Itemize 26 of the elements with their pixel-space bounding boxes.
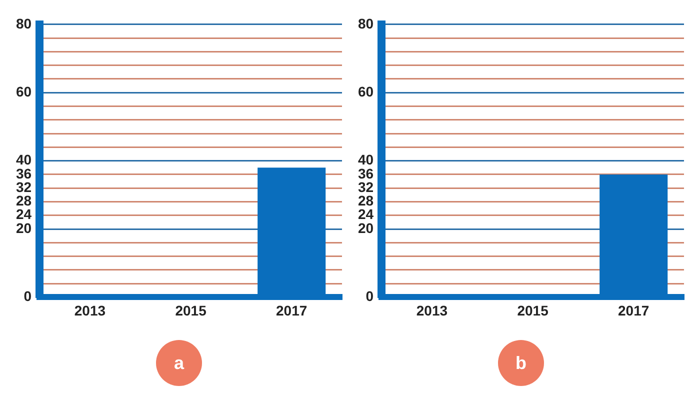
x-tick-label: 2015 (517, 302, 549, 318)
y-tick-label: 40 (16, 152, 32, 168)
y-tick-label: 28 (16, 192, 32, 209)
y-tick-label: 32 (16, 178, 32, 195)
y-tick-label: 24 (16, 206, 32, 222)
y-tick-label: 24 (358, 206, 374, 222)
circle-badge: a (156, 340, 202, 386)
y-tick-label: 36 (16, 165, 32, 182)
x-tick-label: 2013 (416, 302, 448, 318)
y-tick-label: 28 (358, 192, 374, 209)
y-tick-label: 80 (16, 15, 32, 32)
y-tick-label: 60 (358, 83, 374, 100)
x-tick-label: 2013 (74, 302, 106, 318)
y-tick-label: 80 (358, 15, 374, 32)
y-tick-label: 36 (358, 165, 374, 182)
y-tick-label: 20 (16, 220, 32, 236)
y-tick-label: 32 (358, 178, 374, 195)
x-tick-label: 2015 (175, 302, 207, 318)
circle-badge: b (498, 340, 544, 386)
y-tick-label: 20 (358, 220, 374, 236)
x-tick-label: 2017 (618, 302, 650, 318)
x-tick-label: 2017 (276, 302, 308, 318)
y-tick-label: 0 (366, 288, 374, 304)
y-tick-label: 60 (16, 83, 32, 100)
y-tick-label: 40 (358, 152, 374, 168)
y-tick-label: 0 (24, 288, 32, 304)
